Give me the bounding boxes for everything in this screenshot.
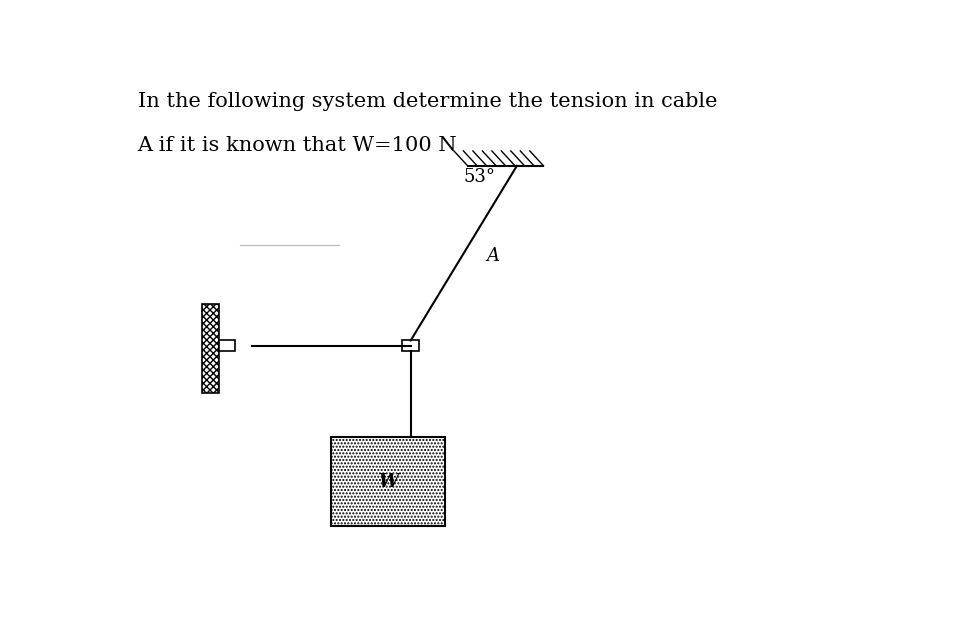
Bar xyxy=(331,437,444,526)
Text: A: A xyxy=(486,247,499,265)
Bar xyxy=(402,340,419,351)
Text: W: W xyxy=(378,472,398,490)
Bar xyxy=(201,304,218,393)
Bar xyxy=(218,340,235,351)
Text: A if it is known that W=100 N: A if it is known that W=100 N xyxy=(137,136,457,155)
Text: 53°: 53° xyxy=(464,168,495,187)
Text: In the following system determine the tension in cable: In the following system determine the te… xyxy=(137,92,716,111)
